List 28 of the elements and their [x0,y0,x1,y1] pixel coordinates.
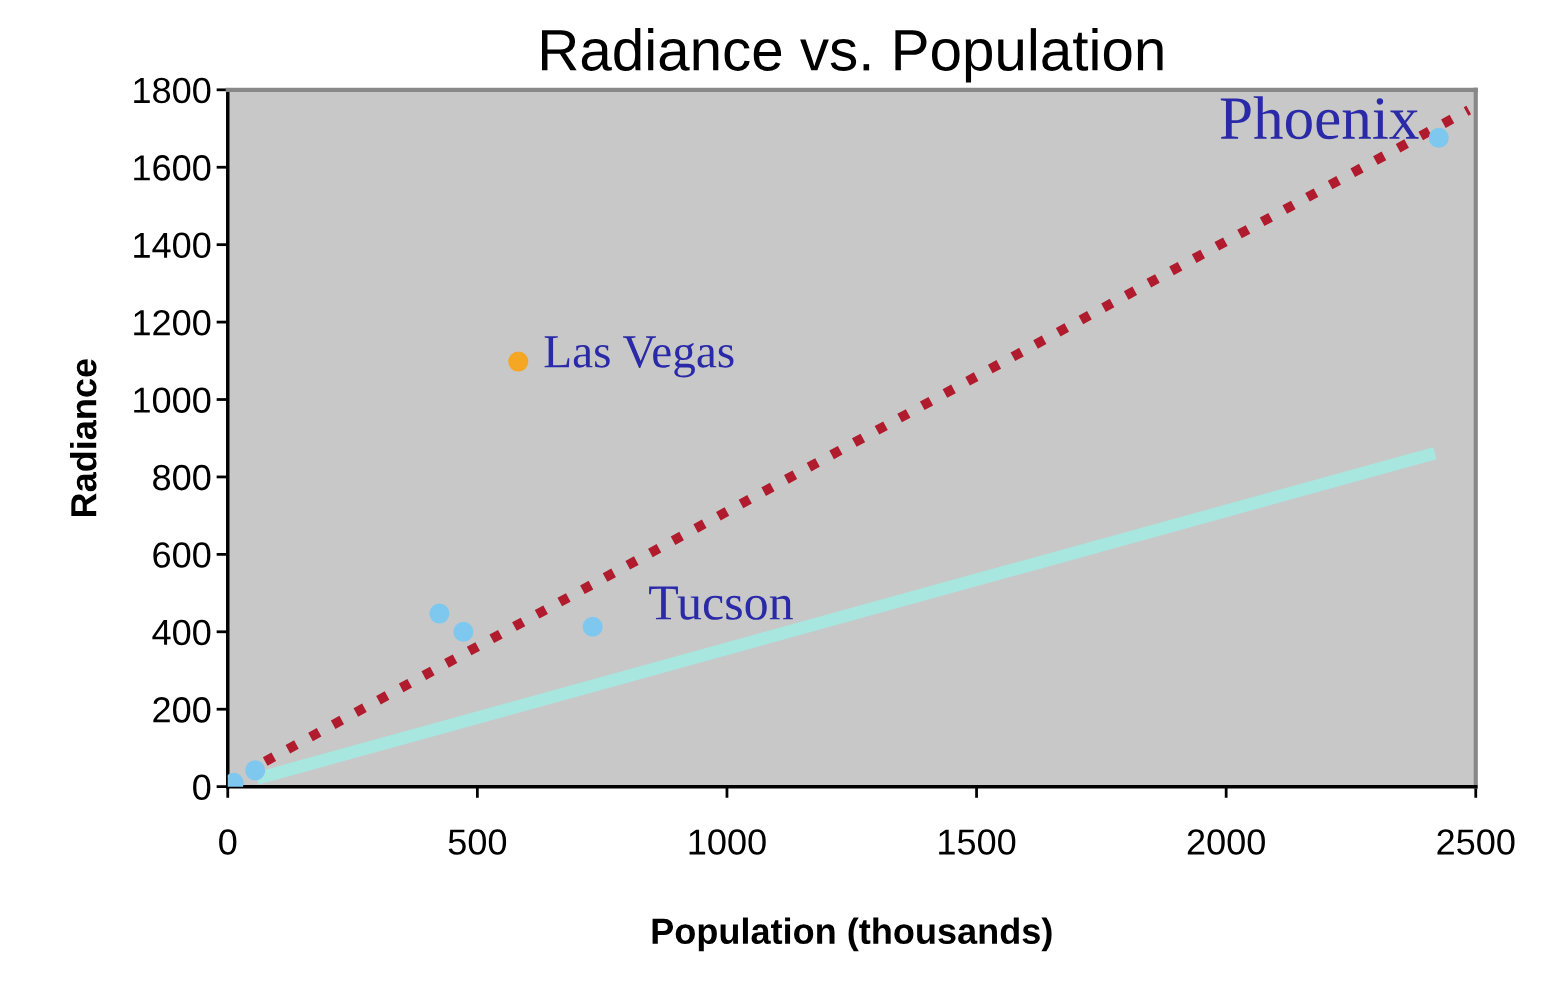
y-tick-label: 600 [153,542,211,568]
x-tick-label: 1000 [689,829,766,855]
y-tick-label: 0 [193,774,211,801]
y-tick-label: 200 [153,697,211,723]
point [429,603,450,624]
x-tick-label: 2000 [1187,829,1265,855]
x-tick-label: 1500 [939,829,1016,855]
x-tick-label: 0 [219,829,237,855]
y-tick-label: 1400 [134,232,211,259]
x-tick-label: 500 [448,829,507,855]
y-tick-label: 800 [153,464,211,491]
annotation: Las Vegas [544,336,734,378]
y-axis-title: Radiance [70,359,97,517]
annotation: Phoenix [1220,96,1419,140]
y-tick-label: 1600 [134,155,211,181]
point [453,621,474,642]
point [582,616,603,637]
chart-title: Radiance vs. Population [542,28,1163,83]
x-tick-label: 2500 [1437,829,1515,855]
x-axis-title: Population (thousands) [652,917,1052,952]
y-tick-label: 1800 [134,77,211,104]
annotation: Tucson [649,586,793,620]
point [245,760,266,781]
point [508,351,529,372]
y-tick-label: 1200 [134,309,211,336]
y-tick-label: 400 [152,619,211,646]
y-tick-label: 1000 [134,387,211,413]
point [1428,127,1449,148]
